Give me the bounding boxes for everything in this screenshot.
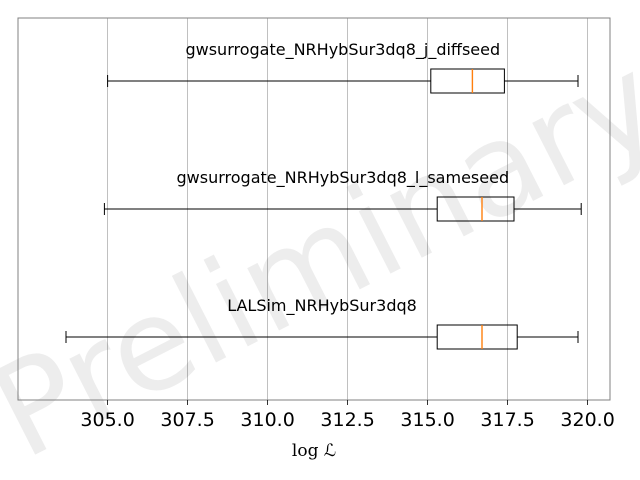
box-group: LALSim_NRHybSur3dq8 [65, 296, 579, 350]
x-tick-label: 317.5 [480, 409, 534, 431]
x-axis-ticks: 305.0 307.5 310.0 312.5 315.0 317.5 320.0 [80, 400, 615, 431]
box-group: gwsurrogate_NRHybSur3dq8_l_sameseed [103, 168, 582, 222]
x-tick-label: 320.0 [560, 409, 614, 431]
box-iqr [436, 196, 515, 222]
x-tick-label: 315.0 [400, 409, 454, 431]
plot-frame [17, 17, 611, 401]
boxes: gwsurrogate_NRHybSur3dq8_j_diffseedgwsur… [65, 40, 582, 350]
box-iqr [430, 68, 505, 94]
box-group: gwsurrogate_NRHybSur3dq8_j_diffseed [107, 40, 579, 94]
series-label: LALSim_NRHybSur3dq8 [227, 296, 417, 316]
x-tick-label: 307.5 [160, 409, 214, 431]
x-tick-label: 310.0 [240, 409, 294, 431]
series-label: gwsurrogate_NRHybSur3dq8_j_diffseed [185, 40, 500, 60]
series-label: gwsurrogate_NRHybSur3dq8_l_sameseed [177, 168, 510, 188]
x-axis-label: log ℒ [292, 441, 336, 461]
x-tick-label: 312.5 [320, 409, 374, 431]
x-tick-label: 305.0 [80, 409, 134, 431]
box-iqr [436, 324, 518, 350]
